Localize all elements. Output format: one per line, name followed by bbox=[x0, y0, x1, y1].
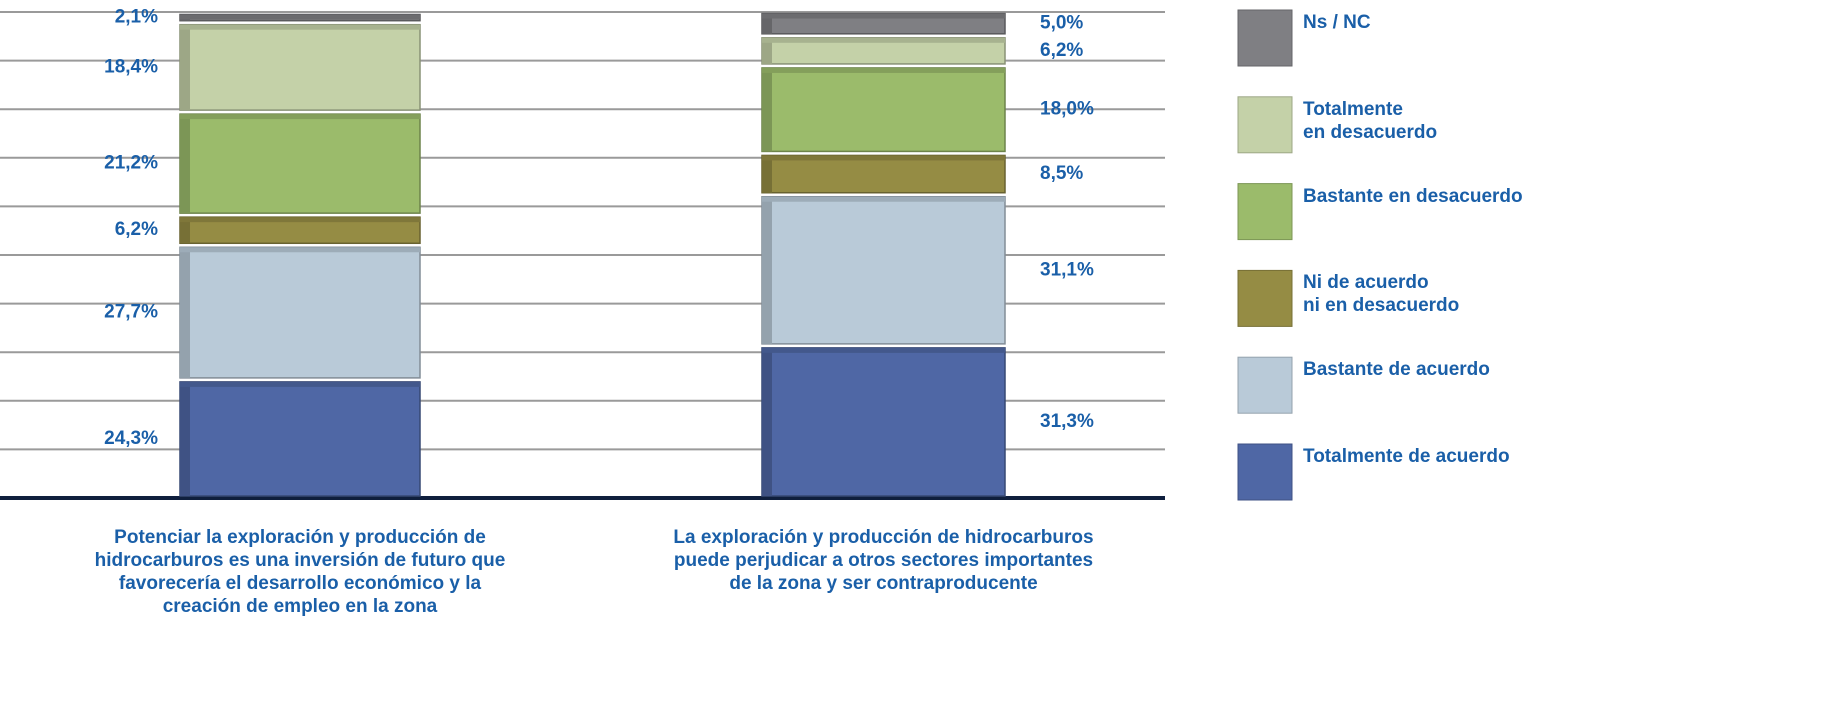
value-label: 18,4% bbox=[104, 56, 158, 77]
value-label: 31,1% bbox=[1040, 259, 1094, 280]
bar-segment bbox=[761, 67, 1006, 153]
bar-bevel bbox=[180, 114, 190, 214]
bar-bevel bbox=[180, 247, 190, 378]
x-tick-label: La exploración y producción de hidrocarb… bbox=[673, 527, 1094, 594]
bar-segment bbox=[179, 113, 421, 214]
value-label: 5,0% bbox=[1040, 13, 1083, 34]
bar-bevel bbox=[180, 217, 420, 223]
value-label: 18,0% bbox=[1040, 99, 1094, 120]
legend-swatch bbox=[1237, 96, 1293, 154]
value-label: 24,3% bbox=[104, 428, 158, 449]
legend-swatch bbox=[1237, 443, 1293, 501]
bar-bevel bbox=[762, 196, 1005, 202]
legend-swatch bbox=[1237, 269, 1293, 327]
bar-bevel bbox=[762, 13, 1005, 19]
bar-bevel bbox=[180, 24, 190, 111]
legend-label: Ns / NC bbox=[1303, 12, 1371, 33]
bar-bevel bbox=[180, 381, 190, 496]
legend-label: Bastante de acuerdo bbox=[1303, 359, 1490, 381]
value-label: 8,5% bbox=[1040, 163, 1083, 184]
value-label: 21,2% bbox=[104, 153, 158, 174]
bar-bevel bbox=[180, 14, 420, 20]
bar-bevel bbox=[762, 67, 1005, 73]
x-tick-label: Potenciar la exploración y producción de… bbox=[94, 527, 506, 617]
bar-bevel bbox=[180, 381, 420, 387]
bar-bevel bbox=[762, 155, 772, 193]
bar-segment bbox=[761, 154, 1006, 194]
bar-segment bbox=[179, 246, 421, 379]
legend-label: Totalmente en desacuerdo bbox=[1303, 98, 1438, 143]
bar-bevel bbox=[762, 13, 772, 34]
legend-swatch bbox=[1237, 9, 1293, 67]
value-label: 6,2% bbox=[115, 219, 158, 240]
bar-bevel bbox=[180, 24, 420, 30]
bar-bevel bbox=[180, 114, 420, 120]
bar-bevel bbox=[762, 155, 1005, 161]
bar-bevel bbox=[762, 67, 772, 152]
bar-bevel bbox=[180, 217, 190, 244]
bar-segment bbox=[179, 23, 421, 111]
bar-segment bbox=[761, 195, 1006, 345]
bar-bevel bbox=[762, 347, 1005, 353]
bar-segment bbox=[761, 347, 1006, 497]
value-label: 6,2% bbox=[1040, 40, 1083, 61]
legend-label: Ni de acuerdo ni en desacuerdo bbox=[1303, 272, 1460, 317]
bar-segment bbox=[179, 381, 421, 497]
legend-swatch bbox=[1237, 183, 1293, 241]
bar-bevel bbox=[762, 37, 772, 64]
value-label: 2,1% bbox=[115, 7, 158, 28]
legend-label: Bastante en desacuerdo bbox=[1303, 185, 1523, 207]
bar-bevel bbox=[762, 37, 1005, 43]
bar-bevel bbox=[180, 247, 420, 253]
value-label: 27,7% bbox=[104, 302, 158, 323]
legend-label: Totalmente de acuerdo bbox=[1303, 446, 1510, 467]
bar-bevel bbox=[762, 196, 772, 344]
legend-swatch bbox=[1237, 356, 1293, 414]
bar-bevel bbox=[762, 347, 772, 496]
value-label: 31,3% bbox=[1040, 411, 1094, 432]
